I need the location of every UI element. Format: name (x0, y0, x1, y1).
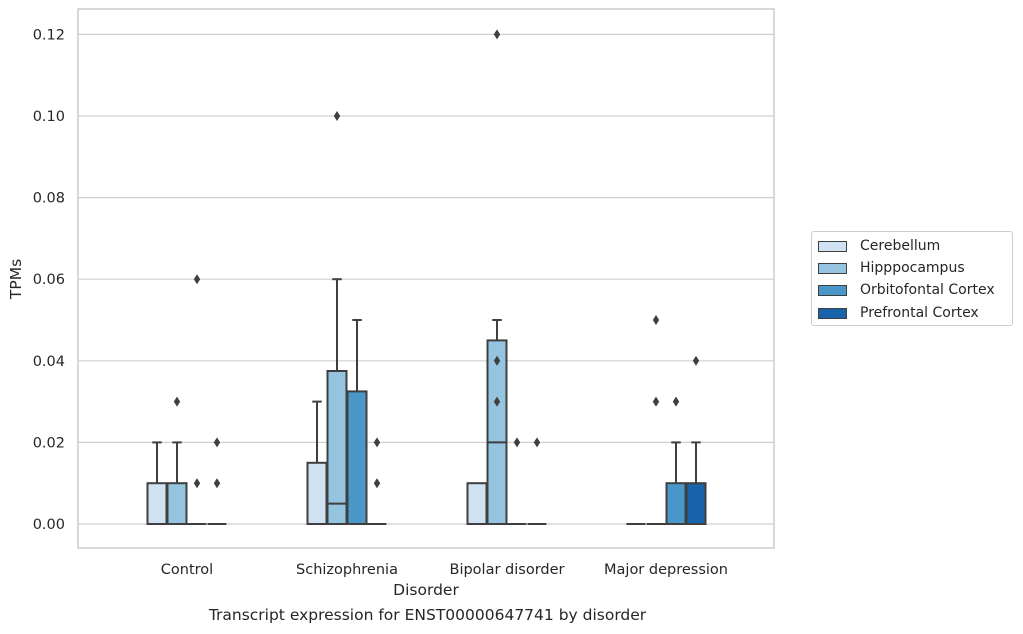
outlier-point (652, 315, 660, 325)
outlier-point (213, 478, 221, 489)
x-tick-label: Major depression (604, 562, 728, 578)
box-plot (685, 355, 707, 526)
box-plot (507, 437, 527, 525)
legend-swatch-hippocampus (818, 262, 847, 274)
box-plot (326, 111, 348, 525)
grid-lines (78, 33, 774, 525)
x-tick-labels: Control Schizophrenia Bipolar disorder Majo… (161, 562, 728, 578)
y-tick-label: 0.12 (33, 27, 65, 43)
outlier-point (213, 437, 221, 448)
box (486, 339, 508, 525)
box-plot (367, 437, 387, 525)
legend-swatch-orbitofrontal (818, 284, 847, 296)
box-plot (486, 29, 508, 525)
y-tick-label: 0.02 (33, 435, 65, 451)
legend-label-prefrontal: Prefrontal Cortex (860, 305, 979, 321)
box (665, 482, 687, 526)
outlier-point (193, 478, 201, 489)
legend: Cerebellum Hipppocampus Orbitofontal Cor… (811, 231, 1013, 326)
y-axis-label: TPMs (7, 259, 25, 300)
outlier-point (493, 355, 501, 366)
x-tick-label: Control (161, 562, 213, 578)
outlier-point (193, 274, 201, 285)
outlier-point (373, 478, 381, 489)
legend-item-orbitofrontal: Orbitofontal Cortex (818, 281, 995, 299)
y-tick-label: 0.04 (33, 354, 65, 370)
boxes (146, 29, 707, 526)
box-plot (187, 274, 207, 525)
box (306, 461, 328, 525)
outlier-point (533, 437, 541, 448)
legend-label-cerebellum: Cerebellum (860, 238, 941, 254)
box-plot (527, 437, 547, 525)
box-plot (665, 396, 687, 526)
y-tick-label: 0.08 (33, 191, 65, 207)
box-plot (166, 396, 188, 526)
box-plot (646, 315, 666, 525)
x-axis-label: Disorder (393, 581, 459, 599)
y-tick-labels: 0.00 0.02 0.04 0.06 0.08 0.10 0.12 (33, 27, 65, 533)
box-plot (306, 400, 328, 525)
box (146, 482, 168, 526)
box (466, 482, 488, 526)
legend-item-prefrontal: Prefrontal Cortex (818, 304, 979, 322)
y-tick-label: 0.00 (33, 517, 65, 533)
legend-item-cerebellum: Cerebellum (818, 237, 940, 255)
plot-frame (77, 8, 775, 549)
box (685, 482, 707, 526)
outlier-point (652, 396, 660, 407)
box-plot (466, 482, 488, 526)
box-plot (346, 319, 368, 525)
legend-label-hippocampus: Hipppocampus (860, 260, 965, 276)
y-tick-label: 0.10 (33, 109, 65, 125)
x-tick-label: Schizophrenia (296, 562, 398, 578)
y-tick-label: 0.06 (33, 272, 65, 288)
box-plot (207, 437, 227, 525)
outlier-point (373, 437, 381, 448)
outlier-point (672, 396, 680, 407)
outlier-point (173, 396, 181, 407)
box (166, 482, 188, 526)
outlier-point (333, 111, 341, 121)
outlier-point (513, 437, 521, 448)
outlier-point (493, 396, 501, 407)
outlier-point (493, 29, 501, 40)
box-plot (146, 441, 168, 526)
legend-swatch-prefrontal (818, 307, 847, 319)
x-tick-label: Bipolar disorder (450, 562, 565, 578)
legend-label-orbitofrontal: Orbitofontal Cortex (860, 282, 995, 298)
outlier-point (692, 355, 700, 366)
legend-swatch-cerebellum (818, 240, 847, 252)
box (346, 390, 368, 525)
legend-item-hippocampus: Hipppocampus (818, 259, 965, 277)
box (326, 370, 348, 525)
chart-caption: Transcript expression for ENST0000064774… (208, 606, 647, 624)
